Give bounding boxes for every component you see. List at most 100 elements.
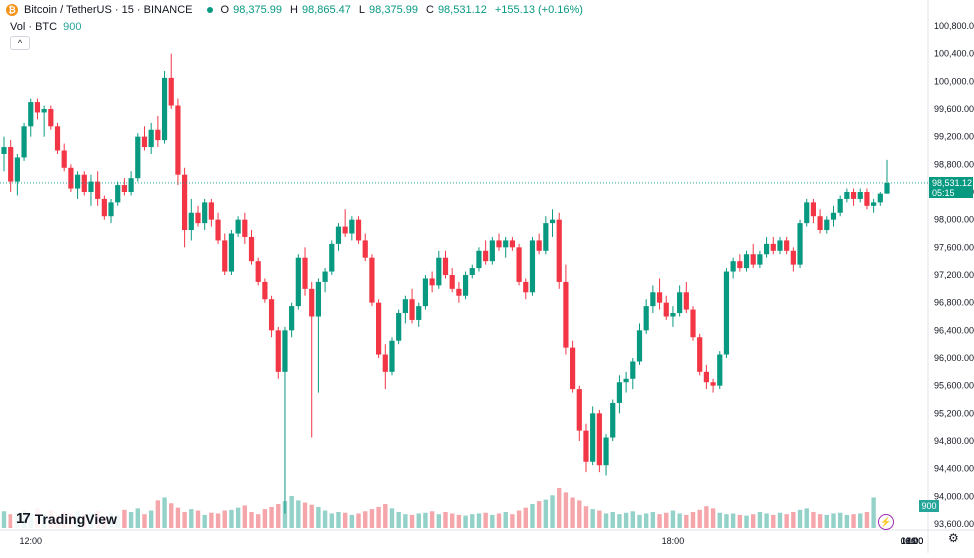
volume-bar — [449, 513, 455, 528]
tradingview-logo[interactable]: 17 TradingView — [12, 508, 121, 529]
volume-bar — [423, 512, 428, 528]
volume-bar — [684, 514, 689, 528]
candle-body — [135, 136, 141, 179]
candles — [1, 53, 890, 514]
candle-body — [61, 150, 67, 168]
candle-body — [763, 243, 770, 255]
candle-body — [750, 254, 756, 265]
candle-body — [228, 233, 235, 272]
volume-bar — [757, 512, 763, 528]
tradingview-mark-icon: 17 — [16, 510, 31, 527]
x-tick-label: 12:00 — [901, 536, 924, 546]
volume-bar — [516, 510, 522, 528]
candle-body — [850, 192, 857, 199]
candle-countdown: 05:15 — [932, 188, 955, 198]
candle-body — [697, 337, 703, 372]
candle-body — [670, 313, 676, 317]
candle-body — [877, 193, 883, 203]
candle-body — [476, 250, 482, 269]
volume-bar — [309, 504, 314, 528]
candle-body — [656, 292, 663, 303]
volume-bar — [630, 511, 636, 528]
volume-bar — [169, 503, 174, 528]
y-tick-label: 100,400.00 — [934, 49, 974, 59]
candle-body — [449, 275, 455, 289]
volume-bar — [657, 514, 662, 528]
candle-body — [141, 136, 148, 148]
candle-body — [422, 278, 429, 307]
volume-bar — [202, 514, 207, 528]
volume-bar — [570, 497, 575, 528]
candle-body — [95, 181, 101, 199]
y-tick-label: 96,000.00 — [934, 353, 974, 363]
candle-body — [824, 219, 830, 231]
candle-body — [717, 354, 723, 386]
volume-bar — [262, 509, 268, 528]
candle-body — [650, 292, 656, 307]
candle-body — [215, 219, 221, 241]
candle-body — [74, 174, 81, 189]
candle-body — [603, 437, 609, 466]
x-axis[interactable]: 12:00 18:00 1006:0012:0018:001106:0012:001… — [0, 529, 974, 546]
candle-body — [402, 299, 408, 314]
x-tick-label: 06:00 — [901, 536, 924, 546]
candle-body — [810, 202, 817, 217]
volume-bar — [730, 513, 736, 528]
volume-bar — [777, 512, 783, 528]
volume-bars — [1, 488, 876, 528]
volume-bar — [255, 514, 261, 528]
candle-body — [295, 257, 301, 307]
candle-body — [355, 219, 362, 241]
candle-body — [222, 240, 228, 272]
symbol-title[interactable]: Bitcoin / TetherUS · 15 · BINANCE — [24, 4, 193, 16]
lightning-icon[interactable]: ⚡ — [878, 514, 894, 530]
volume-bar — [858, 513, 863, 528]
candle-body — [690, 309, 696, 338]
low-value: 98,375.99 — [369, 4, 418, 16]
volume-bar — [148, 510, 154, 528]
volume-bar — [470, 514, 475, 528]
candle-body — [583, 430, 589, 462]
candle-body — [469, 268, 475, 275]
volume-bar — [583, 506, 589, 528]
volume-bar — [817, 514, 823, 528]
volume-bar — [837, 512, 843, 528]
candle-body — [68, 167, 74, 189]
tradingview-wordmark: TradingView — [34, 510, 117, 527]
candle-body — [235, 219, 241, 234]
candle-body — [804, 202, 810, 224]
candle-body — [516, 247, 522, 282]
candle-body — [576, 389, 582, 431]
candle-body — [569, 347, 576, 390]
gear-icon[interactable]: ⚙ — [948, 531, 959, 545]
volume-bar — [436, 514, 442, 528]
x-tick-label: 06:00 — [901, 536, 924, 546]
candle-body — [543, 223, 549, 251]
volume-bar — [510, 514, 515, 528]
volume-bar — [416, 513, 421, 528]
candle-body — [636, 330, 643, 362]
collapse-legend-button[interactable]: ^ — [10, 36, 30, 50]
volume-legend[interactable]: Vol · BTC 900 — [10, 21, 81, 33]
y-axis[interactable]: 100,800.00 100,400.00 100,000.00 99,600.00 9… — [927, 0, 974, 553]
volume-bar — [764, 513, 769, 528]
volume-bar — [409, 514, 415, 528]
volume-bar — [664, 512, 669, 528]
volume-bar — [189, 509, 194, 528]
volume-bar — [496, 513, 502, 528]
volume-bar — [476, 513, 482, 528]
change-value: +155.13 (+0.16%) — [494, 4, 583, 16]
candle-body — [208, 202, 214, 220]
candle-body — [396, 313, 402, 341]
candle-body — [730, 261, 736, 272]
x-tick-label: 18:00 — [901, 536, 924, 546]
candle-body — [483, 250, 489, 262]
volume-bar — [751, 514, 756, 528]
volume-bar — [322, 510, 328, 528]
candle-body — [121, 185, 128, 192]
candle-body — [429, 278, 435, 286]
x-tick-label: 10 — [907, 536, 917, 546]
candle-body — [14, 157, 20, 182]
